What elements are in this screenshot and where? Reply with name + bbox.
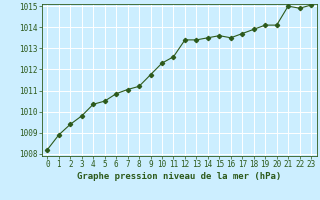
- X-axis label: Graphe pression niveau de la mer (hPa): Graphe pression niveau de la mer (hPa): [77, 172, 281, 181]
